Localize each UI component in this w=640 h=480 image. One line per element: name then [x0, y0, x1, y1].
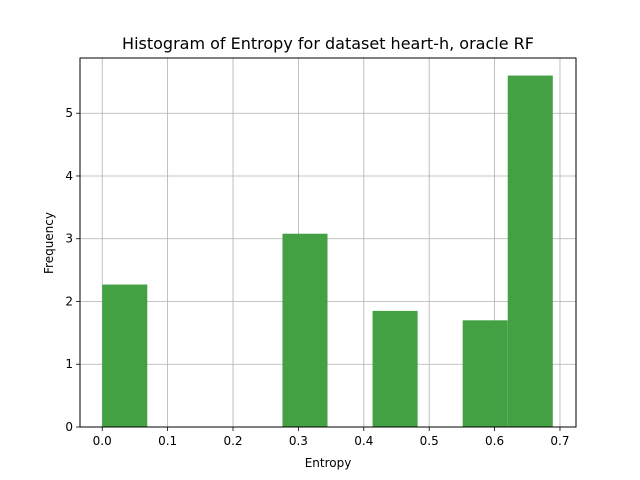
histogram-bar [462, 320, 508, 427]
histogram-bar [102, 284, 148, 427]
histogram-bars [102, 75, 553, 428]
x-tick-label: 0.3 [289, 434, 308, 448]
histogram-bar [282, 233, 328, 427]
x-tick-label: 0.5 [420, 434, 439, 448]
x-tick-label: 0.7 [550, 434, 569, 448]
histogram-bar [507, 75, 553, 428]
x-axis-ticks: 0.0 0.1 0.2 0.3 0.4 0.5 0.6 0.7 [93, 427, 570, 448]
x-tick-label: 0.0 [93, 434, 112, 448]
y-tick-label: 3 [65, 232, 73, 246]
y-tick-label: 2 [65, 294, 73, 308]
x-tick-label: 0.6 [485, 434, 504, 448]
histogram-bar [372, 310, 418, 427]
plot-frame [79, 57, 577, 428]
y-axis-ticks: 0 1 2 3 4 5 [65, 106, 80, 434]
x-tick-label: 0.2 [223, 434, 242, 448]
chart-title: Histogram of Entropy for dataset heart-h… [122, 34, 534, 53]
y-axis-label: Frequency [42, 212, 56, 274]
y-tick-label: 5 [65, 106, 73, 120]
x-tick-label: 0.4 [354, 434, 373, 448]
y-tick-label: 1 [65, 357, 73, 371]
y-tick-label: 4 [65, 169, 73, 183]
x-axis-label: Entropy [305, 456, 352, 470]
y-tick-label: 0 [65, 420, 73, 434]
x-tick-label: 0.1 [158, 434, 177, 448]
